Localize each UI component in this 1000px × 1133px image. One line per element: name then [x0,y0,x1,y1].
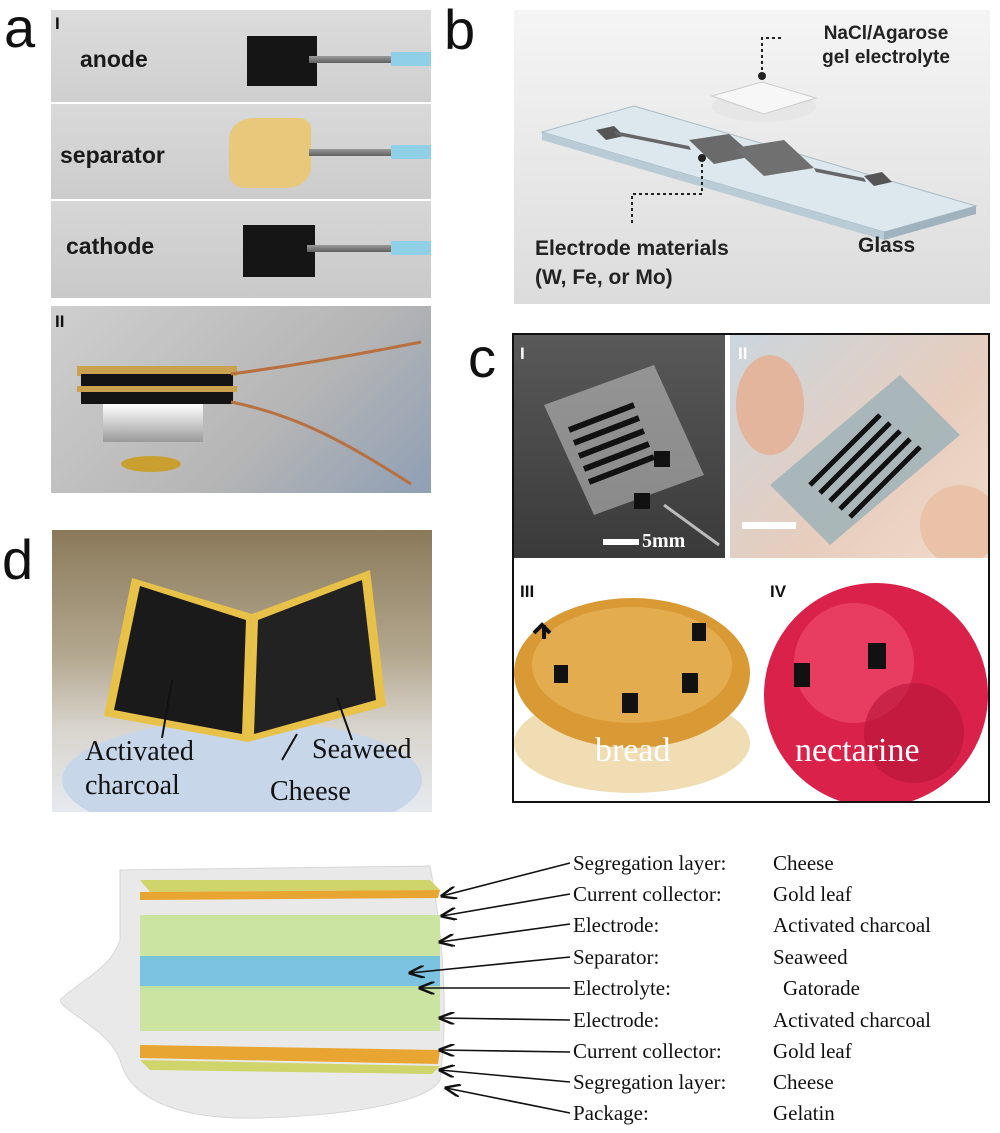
cathode-photo [51,201,431,298]
electrolyte-label: NaCl/Agarose gel electrolyte [786,22,986,70]
legend-material: Gold leaf [773,882,852,906]
seaweed-photo-label: Seaweed [312,734,412,765]
panel-letter-c: c [468,326,496,389]
legend-row: Current collector: Gold leaf [573,1039,852,1064]
electrolyte-label-line1: NaCl/Agarose [823,23,949,44]
nectarine-label: nectarine [795,732,920,769]
legend-role: Electrolyte: [573,976,671,1000]
activated-charcoal-line2: charcoal [85,770,180,801]
legend-arrows [370,862,571,1114]
legend-role: Package: [573,1101,649,1125]
electrolyte-label-line2: gel electrolyte [822,47,950,68]
legend-row: Package: Gelatin [573,1101,835,1126]
legend-role: Segregation layer: [573,851,727,875]
assembled-battery-photo [51,306,431,493]
separator-label: separator [60,142,165,168]
panel-letter-a: a [4,0,36,59]
bread-photo [514,573,759,801]
legend-role: Current collector: [573,882,722,906]
anode-label: anode [80,46,148,72]
sensor-photo-i [514,335,725,558]
legend-row: Electrode: Activated charcoal [573,913,931,938]
panel-c-sub-iii: III [520,582,535,601]
activated-charcoal-label: Activated charcoal [85,735,194,803]
sensor-photo-ii [730,335,988,558]
scale-bar-i [603,539,639,545]
electrode-label-line1: Electrode materials [535,237,729,260]
legend-role: Electrode: [573,1008,660,1032]
legend-row: Separator: Seaweed [573,945,848,970]
anode-photo [51,10,431,102]
panel-c-sub-i: I [520,344,525,363]
scale-label: 5mm [642,530,686,552]
electrode-label-line2: (W, Fe, or Mo) [535,266,673,289]
legend-material: Activated charcoal [773,913,931,937]
panel-c-frame [512,333,990,803]
legend-material: Cheese [773,1070,834,1094]
legend-material: Gold leaf [773,1039,852,1063]
legend-role: Segregation layer: [573,1070,727,1094]
electrode-materials-label: Electrode materials (W, Fe, or Mo) [535,234,729,292]
legend-material: Seaweed [773,945,848,969]
bread-label: bread [595,732,671,769]
edible-battery-photo [52,530,432,812]
legend-material: Cheese [773,851,834,875]
legend-row: Segregation layer: Cheese [573,851,834,876]
panel-c-sub-ii: II [738,344,748,363]
panel-letter-b: b [444,0,476,61]
cheese-photo-label: Cheese [270,776,351,807]
separator-photo [51,104,431,199]
legend-material: Gelatin [773,1101,835,1125]
legend-role: Electrode: [573,913,660,937]
nectarine-photo [764,573,988,801]
legend-material: Activated charcoal [773,1008,931,1032]
scale-bar-ii [742,522,796,529]
cathode-label: cathode [66,233,155,259]
panel-a-sub-i: I [55,14,60,33]
panel-letter-d: d [2,528,34,591]
glass-label: Glass [858,234,916,257]
legend-row: Electrolyte: Gatorade [573,976,860,1001]
legend-row: Electrode: Activated charcoal [573,1008,931,1033]
panel-a-sub-ii: II [55,312,65,331]
legend-role: Current collector: [573,1039,722,1063]
legend-material: Gatorade [783,976,860,1000]
legend-role: Separator: [573,945,660,969]
activated-charcoal-line1: Activated [85,736,194,767]
legend-row: Current collector: Gold leaf [573,882,852,907]
battery-layer-schematic [60,865,445,1119]
panel-c-sub-iv: IV [770,582,787,601]
panel-b-schematic [514,10,990,304]
legend-row: Segregation layer: Cheese [573,1070,834,1095]
